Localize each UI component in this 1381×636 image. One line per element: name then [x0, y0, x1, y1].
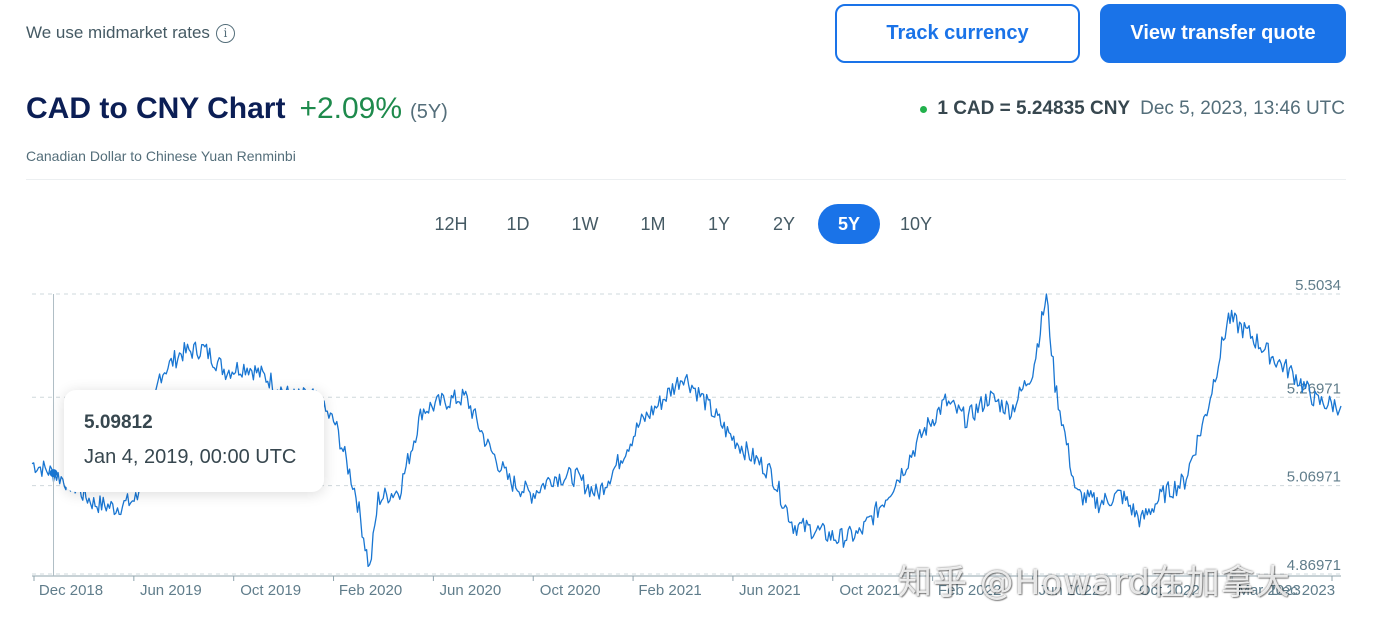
current-rate: 1 CAD = 5.24835 CNY Dec 5, 2023, 13:46 U…: [920, 98, 1345, 120]
x-tick-label: Jun 2019: [140, 582, 202, 599]
tab-1m[interactable]: 1M: [640, 213, 666, 234]
live-status-dot: [920, 105, 928, 113]
x-tick-label: Dec 2018: [39, 582, 103, 599]
x-tick-label: Jun 2021: [739, 582, 801, 599]
x-tick-label: Oct 2020: [540, 582, 601, 599]
tab-5y[interactable]: 5Y: [818, 204, 880, 244]
x-tick-label: Oct 2019: [240, 582, 301, 599]
tab-2y[interactable]: 2Y: [772, 213, 796, 234]
y-tick-label: 5.06971: [1287, 469, 1341, 486]
tab-1y[interactable]: 1Y: [707, 213, 731, 234]
rate-value: 1 CAD = 5.24835 CNY: [937, 98, 1131, 119]
watermark: 知乎 @Howard在加拿大: [898, 563, 1291, 603]
midmarket-note: We use midmarket rates i: [26, 23, 235, 43]
tab-1d[interactable]: 1D: [506, 213, 530, 234]
title-row: CAD to CNY Chart +2.09% (5Y): [26, 92, 448, 126]
tab-10y[interactable]: 10Y: [899, 213, 933, 234]
x-tick-label: Jun 2020: [440, 582, 502, 599]
y-tick-label: 5.5034: [1295, 277, 1341, 294]
midmarket-text: We use midmarket rates: [26, 23, 210, 42]
y-tick-label: 4.86971: [1287, 557, 1341, 574]
rate-timestamp: Dec 5, 2023, 13:46 UTC: [1140, 98, 1345, 119]
x-tick-label: Feb 2022: [938, 582, 1001, 599]
info-icon[interactable]: i: [215, 23, 235, 43]
x-tick-label: Mar 2023: [1237, 582, 1300, 599]
x-tick-label: Feb 2021: [638, 582, 701, 599]
track-currency-button[interactable]: Track currency: [835, 4, 1080, 63]
x-tick-label: Feb 2020: [339, 582, 402, 599]
tab-1w[interactable]: 1W: [571, 213, 599, 234]
chart-tooltip: 5.09812 Jan 4, 2019, 00:00 UTC: [64, 390, 324, 492]
x-tick-label: Oct 2021: [839, 582, 900, 599]
page-title: CAD to CNY Chart: [26, 92, 286, 125]
page-subtitle: Canadian Dollar to Chinese Yuan Renminbi: [26, 148, 296, 164]
hover-point: [49, 469, 58, 478]
period-tabs: 12H 1D 1W 1M 1Y 2Y 5Y 10Y: [418, 204, 952, 244]
x-tick-label: Oct 2022: [1139, 582, 1200, 599]
x-tick-label: Jun 2022: [1039, 582, 1101, 599]
divider: [26, 179, 1346, 180]
change-percent: +2.09%: [299, 92, 403, 125]
tab-12h[interactable]: 12H: [434, 213, 468, 234]
y-tick-label: 5.26971: [1287, 380, 1341, 397]
view-transfer-quote-button[interactable]: View transfer quote: [1100, 4, 1346, 63]
rate-series-line: [31, 293, 1342, 568]
tooltip-date: Jan 4, 2019, 00:00 UTC: [84, 446, 297, 468]
x-tick-label: Dec 2023: [1271, 582, 1335, 599]
rate-chart[interactable]: 5.5034 5.26971 5.06971 4.86971 Dec 2018 Jun 2…: [0, 268, 1381, 636]
change-period: (5Y): [410, 101, 448, 123]
tooltip-value: 5.09812: [84, 412, 153, 433]
